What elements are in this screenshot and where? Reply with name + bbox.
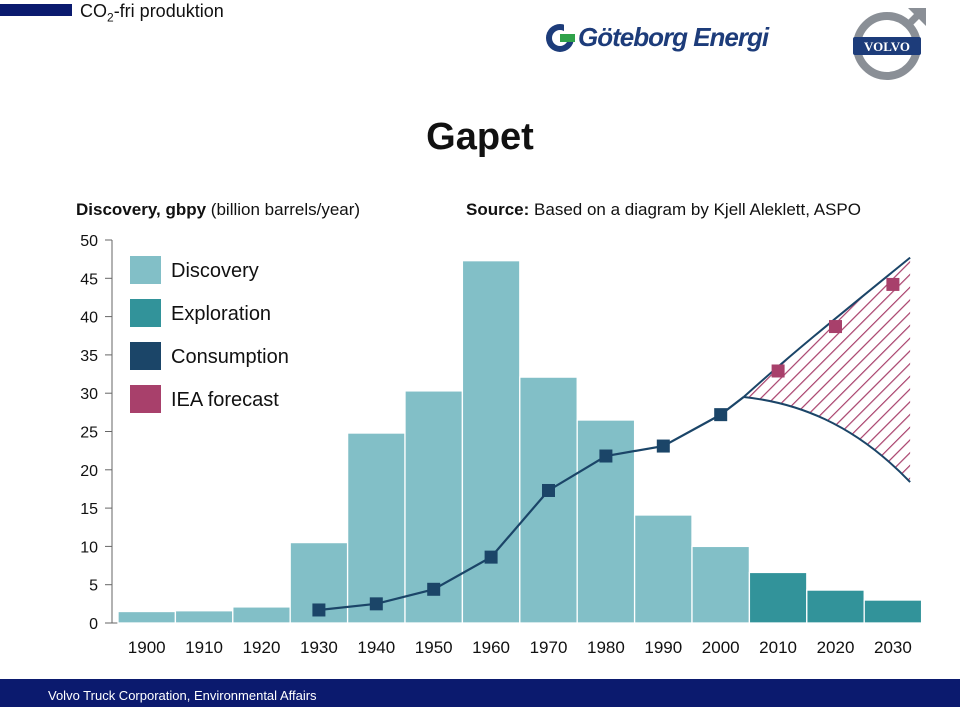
bar-1940: [346, 432, 406, 624]
consumption-marker: [656, 439, 670, 453]
x-tick-label: 2010: [759, 638, 797, 657]
x-tick-label: 2020: [817, 638, 855, 657]
iea-forecast-marker: [886, 277, 900, 291]
y-tick-label: 15: [80, 501, 98, 518]
y-tick-label: 0: [89, 616, 98, 633]
legend-label: Exploration: [171, 303, 271, 325]
bar-1900: [117, 610, 177, 624]
goteborg-energi-logo: Göteborg Energi: [544, 22, 769, 56]
bar-1970: [519, 376, 578, 624]
legend-swatch-exploration: [130, 299, 161, 327]
y-tick-label: 10: [80, 539, 98, 556]
source-note: Source: Based on a diagram by Kjell Alek…: [466, 200, 861, 219]
iea-forecast-marker: [771, 364, 785, 378]
y-axis-title: Discovery, gbpy (billion barrels/year): [76, 200, 361, 219]
x-tick-label: 1970: [530, 638, 568, 657]
header-title: CO2-fri produktion: [80, 1, 224, 25]
legend-swatch-iea-forecast: [130, 385, 161, 413]
goteborg-energi-emblem-icon: [546, 24, 576, 52]
y-tick-label: 40: [80, 310, 98, 327]
x-tick-label: 2000: [702, 638, 740, 657]
bar-1990: [633, 514, 693, 624]
y-tick-label: 35: [80, 348, 98, 365]
consumption-marker: [714, 408, 728, 422]
gap-hatched-area: [743, 257, 911, 483]
y-tick-label: 50: [80, 233, 98, 250]
consumption-marker: [369, 597, 383, 611]
consumption-marker: [427, 582, 441, 596]
goteborg-energi-wordmark: Göteborg Energi: [578, 22, 769, 52]
x-tick-label: 1980: [587, 638, 625, 657]
footer-text: Volvo Truck Corporation, Environmental A…: [48, 688, 317, 703]
legend-swatch-discovery: [130, 256, 161, 284]
legend-label: IEA forecast: [171, 389, 279, 411]
bar-2030: [863, 599, 923, 624]
consumption-marker: [484, 550, 498, 564]
x-tick-label: 1920: [243, 638, 281, 657]
x-tick-label: 1940: [357, 638, 395, 657]
footer-bar: [0, 679, 960, 707]
slide-title: Gapet: [426, 116, 534, 158]
gap-lower-curve: [743, 396, 911, 483]
gap-upper-curve: [742, 256, 911, 398]
consumption-marker: [312, 603, 326, 617]
volvo-emblem-icon: VOLVO: [853, 8, 926, 80]
header-accent-bar: [0, 4, 72, 16]
y-tick-label: 5: [89, 578, 98, 595]
x-tick-label: 1960: [472, 638, 510, 657]
bar-1920: [232, 606, 291, 624]
bar-1910: [174, 610, 234, 624]
consumption-marker: [542, 483, 555, 497]
x-tick-label: 1900: [128, 638, 166, 657]
iea-forecast-marker: [829, 320, 842, 334]
consumption-marker: [599, 449, 613, 463]
x-tick-label: 1910: [185, 638, 223, 657]
bar-2000: [691, 545, 751, 624]
x-tick-label: 2030: [874, 638, 912, 657]
x-tick-label: 1950: [415, 638, 453, 657]
y-tick-label: 30: [80, 386, 98, 403]
x-tick-label: 1930: [300, 638, 338, 657]
y-tick-label: 45: [80, 271, 98, 288]
y-tick-label: 20: [80, 463, 98, 480]
y-tick-label: 25: [80, 425, 98, 442]
volvo-wordmark: VOLVO: [864, 39, 910, 54]
bar-2010: [748, 571, 808, 624]
bar-2020: [806, 589, 865, 624]
x-tick-label: 1990: [644, 638, 682, 657]
volvo-logo: VOLVO: [850, 6, 928, 80]
legend-swatch-consumption: [130, 342, 161, 370]
legend-label: Consumption: [171, 346, 289, 368]
legend-label: Discovery: [171, 260, 259, 282]
